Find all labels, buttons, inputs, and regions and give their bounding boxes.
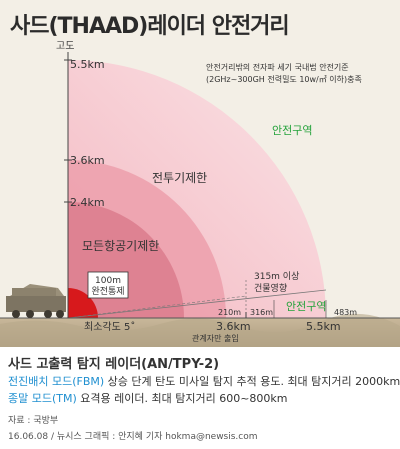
info-panel: 사드 고출력 탐지 레이더(AN/TPY-2) 전진배치 모드(FBM) 상승 … (0, 347, 400, 449)
safe-zone-lower: 안전구역 (286, 300, 326, 313)
tm-mode-desc: 요격용 레이더. 최대 탐지거리 600~800km (76, 392, 288, 405)
altitude-5-5km: 5.5km (70, 58, 105, 71)
distance-3-6km: 3.6km (216, 320, 251, 333)
safety-standard-line1: 안전거리밖의 전자파 세기 국내법 안전기준 (206, 62, 349, 72)
building-effect-distance: 315m 이상 (254, 271, 299, 282)
fbm-row: 전진배치 모드(FBM) 상승 단계 탄도 미사일 탐지 추적 용도. 최대 탐… (8, 373, 400, 389)
tm-mode-label: 종말 모드(TM) (8, 392, 77, 405)
radar-model-header: 사드 고출력 탐지 레이더(AN/TPY-2) (8, 357, 220, 372)
control-zone (68, 288, 98, 318)
source-label: 자료 : 국방부 (8, 416, 59, 426)
control-distance: 100m (95, 276, 121, 286)
safe-zone-upper: 안전구역 (272, 124, 312, 137)
distance-483m: 483m (334, 308, 357, 317)
control-callout-box (87, 271, 129, 299)
tm-row: 종말 모드(TM) 요격용 레이더. 최대 탐지거리 600~800km (8, 390, 288, 406)
fighter-restriction-label: 전투기제한 (152, 171, 207, 185)
ground-texture (0, 313, 400, 348)
page-title: 사드(THAAD)레이더 안전거리 (10, 14, 290, 39)
distance-210m: 210m (218, 308, 241, 317)
credit-label: 16.06.08 / 뉴시스 그래픽 : 안지혜 기자 hokma@newsis… (8, 432, 258, 442)
radar-vehicle-icon (6, 284, 66, 318)
min-angle-line (67, 289, 327, 319)
altitude-2-4km: 2.4km (70, 196, 105, 209)
authorized-only-label: 관계자만 출입 (192, 333, 239, 343)
control-label: 완전통제 (91, 286, 124, 297)
safety-standard-line2: (2GHz~300GH 전력밀도 10w/㎡ 이하)충족 (206, 74, 362, 84)
altitude-label: 고도 (56, 41, 74, 52)
all-aircraft-restriction-label: 모든항공기제한 (82, 239, 159, 253)
altitude-3-6km: 3.6km (70, 154, 105, 167)
building-effect-label: 건물영향 (254, 282, 287, 294)
min-angle-label: 최소각도 5˚ (84, 321, 135, 333)
distance-5-5km: 5.5km (306, 320, 341, 333)
fbm-mode-label: 전진배치 모드(FBM) (8, 375, 105, 388)
fbm-mode-desc: 상승 단계 탄도 미사일 탐지 추적 용도. 최대 탐지거리 2000km (104, 375, 400, 388)
distance-316m: 316m (250, 308, 273, 317)
